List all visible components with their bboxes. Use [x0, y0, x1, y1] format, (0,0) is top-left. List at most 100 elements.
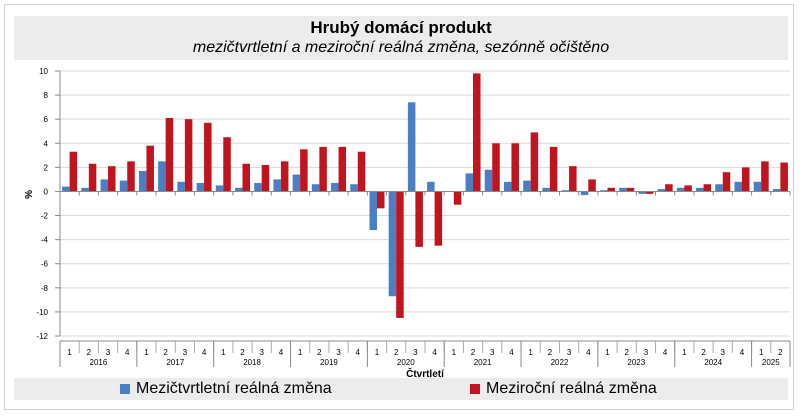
x-year-label: 2020 — [397, 358, 415, 367]
bar-yoy — [280, 161, 289, 192]
bar-yoy — [722, 172, 731, 192]
bar-yoy — [300, 149, 308, 192]
bar-qoq — [81, 187, 89, 192]
x-year-label: 2025 — [762, 358, 780, 367]
bar-yoy — [88, 163, 97, 192]
x-year-label: 2016 — [90, 358, 108, 367]
bar-yoy — [434, 191, 443, 246]
bar-yoy — [684, 185, 692, 192]
bar-qoq — [235, 187, 243, 192]
bar-yoy — [242, 163, 250, 192]
legend — [14, 378, 788, 400]
bar-yoy — [223, 137, 231, 192]
bar-qoq — [600, 190, 608, 192]
x-year-label: 2018 — [243, 358, 261, 367]
bar-qoq — [369, 191, 377, 230]
y-tick-label: -6 — [41, 260, 49, 269]
bar-qoq — [772, 189, 781, 192]
x-quarter-label: 1 — [67, 348, 72, 357]
x-quarter-label: 4 — [586, 348, 591, 357]
x-quarter-label: 4 — [740, 348, 745, 357]
bar-yoy — [761, 161, 769, 192]
bar-qoq — [503, 181, 512, 192]
bar-qoq — [215, 185, 224, 192]
bar-yoy — [703, 184, 712, 192]
bar-qoq — [350, 184, 358, 192]
x-quarter-label: 2 — [624, 348, 629, 357]
bar-qoq — [753, 181, 762, 192]
x-quarter-label: 3 — [567, 348, 572, 357]
y-tick-label: -8 — [41, 284, 49, 293]
bar-yoy — [415, 191, 423, 247]
legend-label-qoq: Mezičtvrtletní reálná změna — [136, 380, 332, 397]
x-quarter-label: 4 — [663, 348, 668, 357]
bar-yoy — [69, 151, 78, 192]
x-quarter-label: 1 — [144, 348, 149, 357]
bar-qoq — [638, 191, 646, 194]
y-tick-label: 10 — [39, 67, 48, 76]
bar-yoy — [108, 166, 116, 192]
bar-yoy — [338, 146, 347, 192]
x-quarter-label: 2 — [471, 348, 476, 357]
y-tick-label: 8 — [44, 91, 49, 100]
bar-yoy — [511, 143, 519, 192]
x-quarter-label: 2 — [394, 348, 399, 357]
x-quarter-label: 2 — [240, 348, 245, 357]
y-tick-label: -10 — [36, 308, 48, 317]
bar-qoq — [676, 187, 685, 192]
title-band — [14, 16, 788, 60]
x-year-label: 2019 — [320, 358, 338, 367]
x-quarter-label: 2 — [548, 348, 553, 357]
bar-yoy — [549, 146, 558, 192]
bar-yoy — [741, 167, 750, 192]
y-tick-label: 2 — [44, 163, 49, 172]
legend-swatch-qoq — [120, 384, 130, 394]
bar-qoq — [696, 187, 704, 192]
bar-qoq — [561, 190, 570, 192]
x-quarter-label: 1 — [298, 348, 303, 357]
x-year-label: 2024 — [704, 358, 722, 367]
x-quarter-label: 1 — [528, 348, 533, 357]
bar-qoq — [196, 183, 205, 192]
x-quarter-label: 2 — [701, 348, 706, 357]
x-quarter-label: 4 — [279, 348, 284, 357]
bar-yoy — [357, 151, 366, 192]
x-quarter-label: 4 — [432, 348, 437, 357]
bar-qoq — [465, 173, 474, 192]
bar-qoq — [523, 180, 531, 192]
y-tick-label: 4 — [44, 139, 49, 148]
bar-qoq — [273, 179, 281, 192]
bar-qoq — [407, 102, 416, 192]
x-quarter-label: 1 — [375, 348, 380, 357]
y-tick-label: -4 — [41, 236, 49, 245]
bar-yoy — [146, 145, 154, 192]
x-quarter-label: 2 — [87, 348, 92, 357]
x-quarter-label: 1 — [605, 348, 610, 357]
bar-qoq — [311, 184, 320, 192]
bar-qoq — [158, 161, 166, 192]
y-tick-label: -12 — [36, 332, 48, 341]
x-quarter-label: 4 — [125, 348, 130, 357]
bar-yoy — [453, 191, 462, 205]
bar-yoy — [319, 146, 327, 192]
bar-yoy — [127, 161, 135, 192]
x-quarter-label: 4 — [509, 348, 514, 357]
x-axis-label: Čtvrtletí — [406, 367, 445, 380]
legend-swatch-yoy — [470, 384, 480, 394]
x-quarter-label: 3 — [490, 348, 495, 357]
bar-qoq — [100, 179, 109, 192]
bar-qoq — [254, 183, 262, 192]
bar-yoy — [165, 117, 174, 192]
chart-subtitle: mezičtvrtletní a meziroční reálná změna,… — [192, 39, 610, 56]
x-quarter-label: 2 — [317, 348, 322, 357]
bar-qoq — [657, 189, 666, 192]
x-quarter-label: 1 — [221, 348, 226, 357]
bar-qoq — [119, 180, 128, 192]
x-quarter-label: 3 — [183, 348, 188, 357]
x-quarter-label: 1 — [682, 348, 687, 357]
bar-yoy — [396, 191, 404, 318]
bar-yoy — [780, 162, 788, 192]
bar-qoq — [542, 187, 550, 192]
y-tick-label: -2 — [41, 212, 49, 221]
